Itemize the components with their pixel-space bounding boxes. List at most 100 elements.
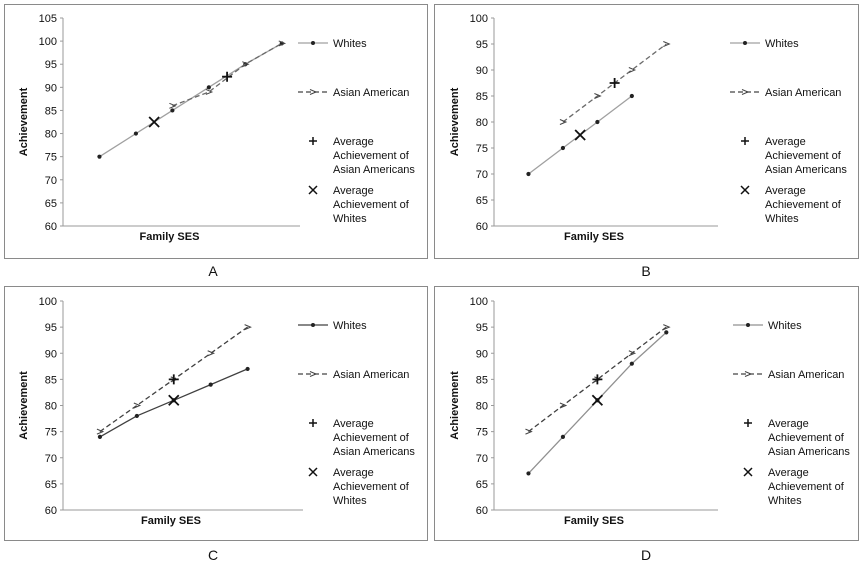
legend-avg-asian-label: Achievement of — [333, 150, 410, 162]
panel-frame — [434, 4, 859, 259]
whites-point — [208, 382, 213, 387]
asian-american-point — [244, 324, 252, 331]
asian-american-point — [96, 428, 105, 435]
legend-asian-label: Asian American — [768, 369, 844, 381]
legend-avg-whites-icon — [308, 467, 318, 477]
y-tick-label: 70 — [476, 169, 488, 181]
legend-avg-asian-icon — [309, 137, 317, 145]
y-tick-label: 70 — [45, 453, 57, 465]
y-tick-label: 85 — [476, 91, 488, 103]
legend-asian-label: Asian American — [765, 87, 841, 99]
legend-avg-asian-label: Average — [333, 418, 374, 430]
asian-american-point — [559, 119, 568, 125]
y-tick-label: 95 — [45, 59, 57, 71]
legend-asian-point — [744, 371, 753, 377]
y-axis-title: Achievement — [449, 87, 461, 156]
legend-avg-asian-label: Achievement of — [333, 432, 410, 444]
legend-avg-whites-label: Achievement of — [333, 199, 410, 211]
asian-american-series-line — [172, 42, 283, 107]
panel-label: C — [208, 547, 218, 563]
legend-whites-point — [746, 323, 750, 327]
legend-avg-asian-label: Average — [768, 418, 809, 430]
average-asian-plus-marker — [592, 374, 603, 385]
panel-frame — [4, 286, 428, 541]
legend-avg-asian-label: Asian Americans — [768, 446, 850, 458]
legend-whites-label: Whites — [765, 38, 799, 50]
legend-avg-whites-label: Whites — [765, 213, 799, 225]
legend-avg-whites-icon — [308, 185, 318, 195]
whites-point — [97, 154, 102, 159]
x-axis-title: Family SES — [141, 515, 201, 527]
y-tick-label: 90 — [45, 348, 57, 360]
asian-american-point — [205, 88, 214, 95]
y-tick-label: 75 — [476, 427, 488, 439]
whites-point — [245, 366, 250, 372]
average-whites-x-marker — [591, 394, 604, 406]
legend-avg-whites-icon — [740, 185, 750, 195]
whites-point — [526, 171, 531, 177]
whites-point — [629, 93, 634, 99]
legend-asian-label: Asian American — [333, 369, 409, 381]
whites-point — [134, 413, 139, 419]
y-tick-label: 85 — [45, 105, 57, 117]
y-tick-label: 75 — [476, 143, 488, 155]
panel-label: B — [641, 263, 650, 279]
legend-avg-asian-label: Achievement of — [765, 150, 842, 162]
legend-asian-point — [741, 89, 750, 95]
y-tick-label: 60 — [476, 505, 488, 517]
asian-american-point — [207, 350, 215, 357]
asian-american-point — [559, 402, 568, 409]
average-whites-x-marker — [574, 129, 586, 141]
legend-avg-asian-label: Average — [765, 136, 806, 148]
x-axis-title: Family SES — [140, 231, 200, 243]
whites-point — [133, 131, 139, 136]
y-tick-label: 90 — [476, 65, 488, 77]
chart-panel-b: 60 65 70 75 80 85 90 95 100 Achievement Family SES… — [434, 4, 859, 279]
asian-american-point — [628, 67, 637, 73]
y-tick-label: 80 — [476, 401, 488, 413]
y-tick-label: 80 — [476, 117, 488, 129]
chart-panel-a: 60 65 70 75 80 85 90 95 100 105 Achievement Family … — [4, 4, 428, 279]
legend-whites-point — [743, 41, 747, 45]
y-axis-title: Achievement — [18, 87, 30, 156]
y-tick-label: 60 — [45, 221, 57, 233]
y-axis-title: Achievement — [18, 371, 30, 440]
legend-avg-asian-label: Average — [333, 136, 374, 148]
y-tick-label: 95 — [45, 322, 57, 334]
asian-american-point — [594, 93, 602, 99]
y-axis-title: Achievement — [449, 371, 461, 440]
asian-american-series-line — [528, 326, 667, 433]
average-asian-plus-marker — [222, 71, 233, 82]
asian-american-point — [133, 402, 142, 409]
average-whites-x-marker — [168, 394, 180, 406]
panel-label: D — [641, 547, 651, 563]
legend-avg-whites-label: Average — [333, 185, 374, 197]
y-tick-label: 65 — [45, 479, 57, 491]
y-tick-label: 100 — [470, 296, 488, 308]
average-asian-plus-marker — [168, 374, 179, 385]
asian-american-point — [663, 41, 671, 47]
y-tick-label: 100 — [470, 13, 488, 25]
y-tick-label: 85 — [476, 374, 488, 386]
panel-frame — [434, 286, 859, 541]
legend-asian-point — [309, 89, 318, 95]
average-asian-plus-marker — [609, 78, 620, 88]
legend-whites-point — [311, 323, 315, 327]
asian-american-point — [525, 428, 533, 435]
asian-american-point — [242, 61, 250, 68]
legend-avg-asian-icon — [741, 137, 749, 145]
asian-american-point — [628, 350, 637, 357]
whites-point — [170, 108, 175, 113]
average-whites-x-marker — [148, 116, 160, 128]
whites-point — [595, 119, 600, 125]
legend-asian-point — [309, 371, 318, 377]
legend-avg-asian-label: Asian Americans — [333, 446, 415, 458]
whites-point — [206, 85, 211, 90]
legend-avg-whites-label: Whites — [333, 495, 367, 507]
y-tick-label: 95 — [476, 39, 488, 51]
y-tick-label: 85 — [45, 374, 57, 386]
legend-avg-asian-icon — [744, 419, 752, 427]
legend-avg-asian-label: Asian Americans — [765, 164, 847, 176]
legend-avg-whites-label: Achievement of — [333, 481, 410, 493]
y-tick-label: 95 — [476, 322, 488, 334]
